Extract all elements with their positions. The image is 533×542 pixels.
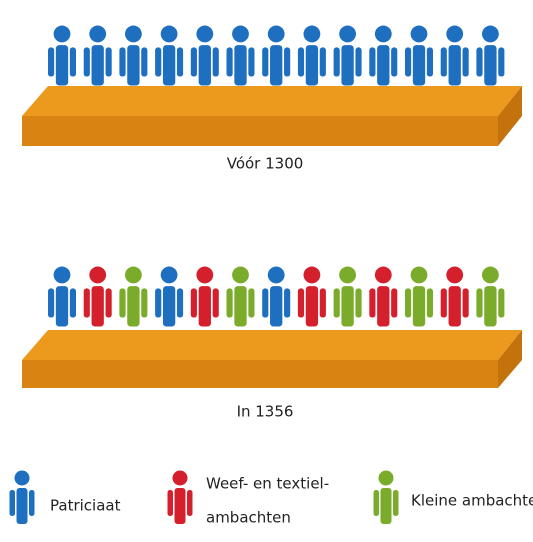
panel-label: Vóór 1300: [227, 155, 304, 173]
person-icon: [84, 26, 112, 86]
person-icon: [119, 267, 147, 327]
person-icon: [405, 267, 433, 327]
person-icon: [262, 267, 290, 327]
person-icon: [48, 26, 76, 86]
person-icon: [441, 267, 469, 327]
person-icon: [84, 267, 112, 327]
legend-label: Weef- en textiel-: [206, 475, 329, 493]
person-icon: [10, 471, 35, 525]
person-icon: [476, 267, 504, 327]
person-icon: [298, 267, 326, 327]
panel-label: In 1356: [237, 403, 294, 421]
person-icon: [369, 267, 397, 327]
person-icon: [191, 26, 219, 86]
person-icon: [227, 26, 255, 86]
person-icon: [191, 267, 219, 327]
person-icon: [334, 26, 362, 86]
person-icon: [476, 26, 504, 86]
person-icon: [119, 26, 147, 86]
person-icon: [369, 26, 397, 86]
person-icon: [155, 26, 183, 86]
bench: [22, 86, 522, 146]
person-icon: [155, 267, 183, 327]
legend-label: Kleine ambachten: [411, 492, 533, 510]
legend-label: Patriciaat: [50, 497, 121, 515]
diagram: Vóór 1300 In 1356 Patriciaat Weef- en te…: [0, 0, 533, 542]
person-icon: [298, 26, 326, 86]
person-icon: [374, 471, 399, 525]
person-icon: [441, 26, 469, 86]
person-icon: [168, 471, 193, 525]
legend-label: ambachten: [206, 509, 291, 527]
person-icon: [48, 267, 76, 327]
bench: [22, 330, 522, 388]
person-icon: [405, 26, 433, 86]
person-icon: [262, 26, 290, 86]
person-icon: [334, 267, 362, 327]
person-icon: [227, 267, 255, 327]
